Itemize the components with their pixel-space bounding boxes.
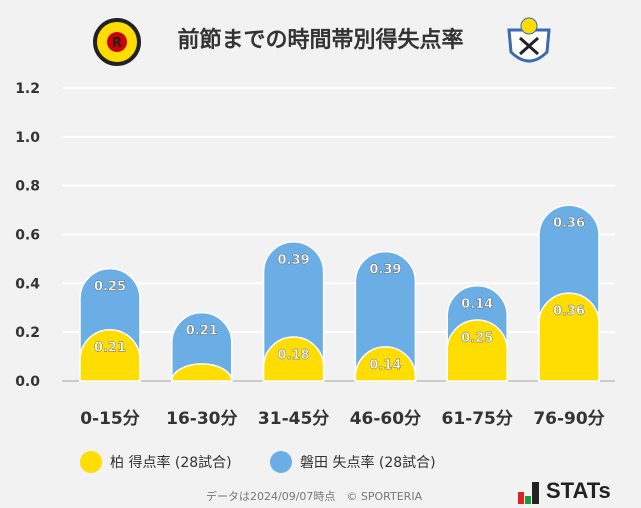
stats-logo: STATs xyxy=(518,478,611,504)
data-label: 0.14 xyxy=(369,358,401,373)
data-label: 0.36 xyxy=(553,216,585,231)
y-tick-label: 0.4 xyxy=(15,276,40,292)
bar-home xyxy=(538,292,600,382)
data-label: 0.39 xyxy=(369,263,401,278)
chart-title: 前節までの時間帯別得失点率 xyxy=(177,28,464,53)
legend-dot-icon xyxy=(80,451,102,473)
y-tick-label: 0.8 xyxy=(15,179,40,195)
bar-away xyxy=(171,311,233,382)
bar-home xyxy=(446,319,508,382)
legend-dot-icon xyxy=(270,451,292,473)
legend-home: 柏 得点率 (28試合) xyxy=(80,451,232,473)
y-tick-label: 0.0 xyxy=(15,374,40,390)
y-tick-label: 1.0 xyxy=(15,130,40,146)
bar-home xyxy=(79,329,141,382)
brand-text: STATs xyxy=(546,478,611,503)
data-label: 0.21 xyxy=(94,341,126,356)
data-label: 0.25 xyxy=(461,331,493,346)
stats-bars-icon xyxy=(518,482,539,504)
bar-away xyxy=(354,250,417,382)
y-tick-label: 0.2 xyxy=(15,325,40,341)
bar-home xyxy=(354,346,417,382)
away-logo xyxy=(507,17,551,63)
x-tick-label: 76-90分 xyxy=(533,409,604,429)
home-logo: R xyxy=(93,18,141,66)
x-tick-label: 0-15分 xyxy=(80,409,140,429)
y-tick-label: 1.2 xyxy=(15,81,40,97)
footer-note: データは2024/09/07時点 © SPORTERIA xyxy=(206,490,423,503)
data-label: 0.36 xyxy=(553,304,585,319)
legend-label: 磐田 失点率 (28試合) xyxy=(300,455,436,471)
legend-away: 磐田 失点率 (28試合) xyxy=(270,451,436,473)
data-label: 0.25 xyxy=(94,280,126,295)
y-tick-label: 0.6 xyxy=(15,228,40,244)
x-tick-label: 16-30分 xyxy=(166,409,237,429)
legend-label: 柏 得点率 (28試合) xyxy=(110,455,232,471)
bar-home xyxy=(262,336,325,382)
bar-home xyxy=(171,363,233,382)
svg-text:R: R xyxy=(112,36,122,51)
x-tick-label: 46-60分 xyxy=(350,409,421,429)
data-label: 0.14 xyxy=(461,297,493,312)
data-label: 0.39 xyxy=(278,253,310,268)
x-tick-label: 31-45分 xyxy=(258,409,329,429)
x-tick-label: 61-75分 xyxy=(442,409,513,429)
data-label: 0.18 xyxy=(278,348,310,363)
data-label: 0.21 xyxy=(186,324,218,339)
